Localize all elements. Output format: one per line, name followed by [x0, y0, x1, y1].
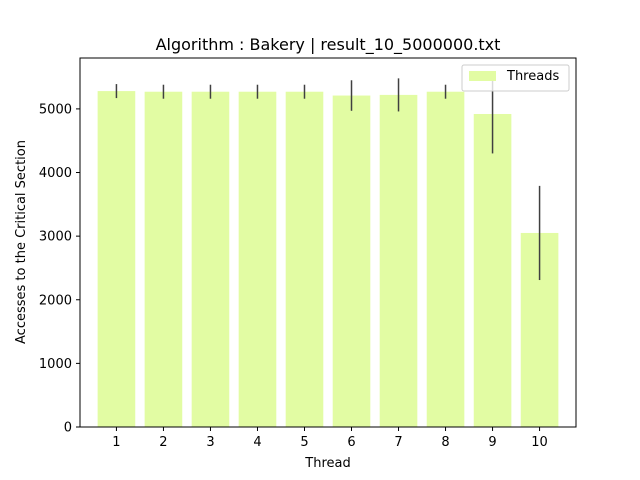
bar	[332, 95, 371, 428]
x-tick-label: 10	[531, 435, 548, 450]
y-tick-label: 2000	[39, 293, 72, 308]
x-tick-label: 1	[112, 435, 120, 450]
y-axis: 0 1000 2000 3000 4000 5000	[39, 102, 80, 436]
bar	[379, 94, 418, 428]
x-axis-label: Thread	[304, 456, 350, 471]
x-axis: 1 2 3 4 5 6 7 8 9 10	[112, 427, 548, 450]
bar	[238, 91, 277, 427]
y-tick-label: 0	[64, 421, 72, 436]
x-tick-label: 9	[488, 435, 496, 450]
legend-label: Threads	[506, 69, 559, 84]
y-tick-label: 5000	[39, 102, 72, 117]
x-tick-label: 2	[159, 435, 167, 450]
y-tick-label: 3000	[39, 230, 72, 245]
bar	[473, 113, 512, 427]
bar-group	[97, 91, 559, 428]
x-tick-label: 3	[206, 435, 214, 450]
y-tick-label: 1000	[39, 357, 72, 372]
legend: Threads	[461, 64, 570, 92]
plot-frame	[79, 57, 577, 428]
bar	[426, 91, 465, 427]
bar	[97, 91, 136, 427]
chart-title: Algorithm : Bakery | result_10_5000000.t…	[156, 35, 501, 55]
x-tick-label: 7	[394, 435, 402, 450]
y-tick-label: 4000	[39, 166, 72, 181]
bar	[191, 91, 230, 427]
bar	[285, 91, 324, 427]
legend-swatch	[469, 71, 496, 81]
x-tick-label: 5	[300, 435, 308, 450]
bar	[144, 91, 183, 427]
y-axis-label: Accesses to the Critical Section	[14, 140, 29, 344]
x-tick-label: 6	[347, 435, 355, 450]
x-tick-label: 4	[253, 435, 261, 450]
x-tick-label: 8	[441, 435, 449, 450]
